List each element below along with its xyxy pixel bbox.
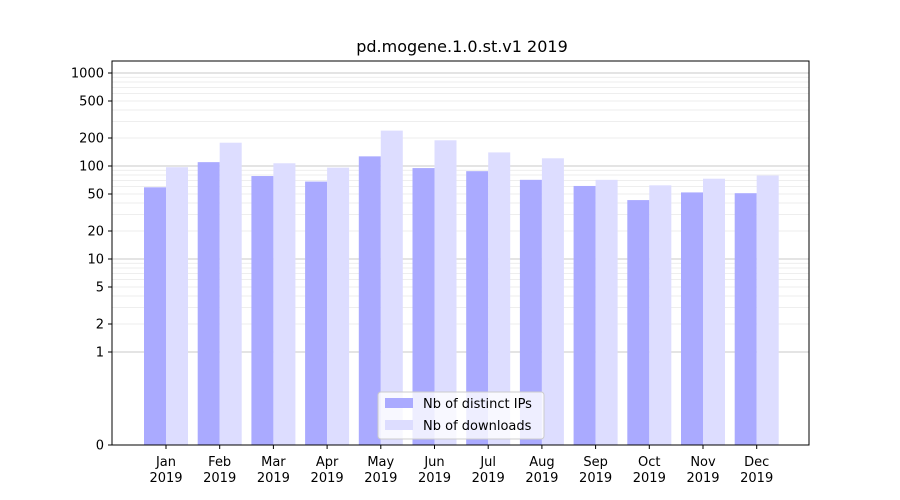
bar-downloads [380,130,403,445]
bar-distinct-ips [144,187,166,445]
y-tick-label: 5 [96,280,104,295]
legend-swatch-distinct-ips [385,398,413,408]
bar-downloads [327,167,350,445]
x-axis: Jan 2019 Feb 2019 Mar 2019 Apr 2019 May 2019 Jun 20… [149,445,773,486]
y-tick-label: 10 [87,253,104,268]
bar-distinct-ips [466,171,489,445]
bar-downloads [703,178,725,445]
chart-title: pd.mogene.1.0.st.v1 2019 [356,37,568,56]
bar-distinct-ips [681,192,703,445]
x-tick-label: Apr 2019 [311,455,344,486]
x-tick-label: Nov 2019 [686,455,719,486]
y-tick-label: 2 [96,318,104,333]
y-tick-label: 200 [79,132,104,147]
y-tick-label: 0 [96,439,104,454]
y-tick-label: 1 [96,346,104,361]
bar-downloads [219,142,242,445]
x-tick-label: Aug 2019 [525,455,558,486]
x-tick-label: Mar 2019 [257,455,290,486]
y-tick-label: 1000 [71,67,104,82]
x-tick-label: Sep 2019 [579,455,612,486]
bar-downloads [756,175,779,445]
bar-distinct-ips [412,168,435,445]
bar-distinct-ips [305,181,328,446]
bars [144,130,779,446]
legend-label-distinct-ips: Nb of distinct IPs [423,397,532,412]
legend-box [377,391,545,440]
x-tick-label: Jan 2019 [149,455,182,486]
bar-distinct-ips [627,200,650,445]
legend: Nb of distinct IPs Nb of downloads [377,391,545,440]
plot-frame [111,60,810,446]
legend-label-downloads: Nb of downloads [423,419,532,434]
bar-downloads [595,179,618,445]
bar-distinct-ips [573,185,596,445]
y-tick-label: 20 [87,225,104,240]
x-tick-label: Dec 2019 [740,455,773,486]
bar-distinct-ips [734,193,757,445]
x-tick-label: Oct 2019 [633,455,666,486]
bar-distinct-ips [197,162,220,445]
bar-downloads [649,185,672,446]
y-tick-label: 500 [79,94,104,109]
y-axis: 0 1 2 5 10 20 50 100 200 500 1000 [71,67,112,454]
bar-downloads [434,140,457,445]
x-tick-label: Jul 2019 [472,455,505,486]
bar-downloads [166,167,188,445]
bar-distinct-ips [358,156,381,445]
x-tick-label: May 2019 [364,455,397,486]
y-tick-label: 50 [87,187,104,202]
bar-downloads [273,163,296,445]
bar-distinct-ips [251,176,274,445]
x-tick-label: Jun 2019 [418,455,451,486]
y-tick-label: 100 [79,160,104,175]
bar-downloads [488,152,511,445]
x-tick-label: Feb 2019 [203,455,236,486]
bar-distinct-ips [519,179,542,445]
bar-downloads [541,158,564,445]
legend-swatch-downloads [385,420,413,430]
